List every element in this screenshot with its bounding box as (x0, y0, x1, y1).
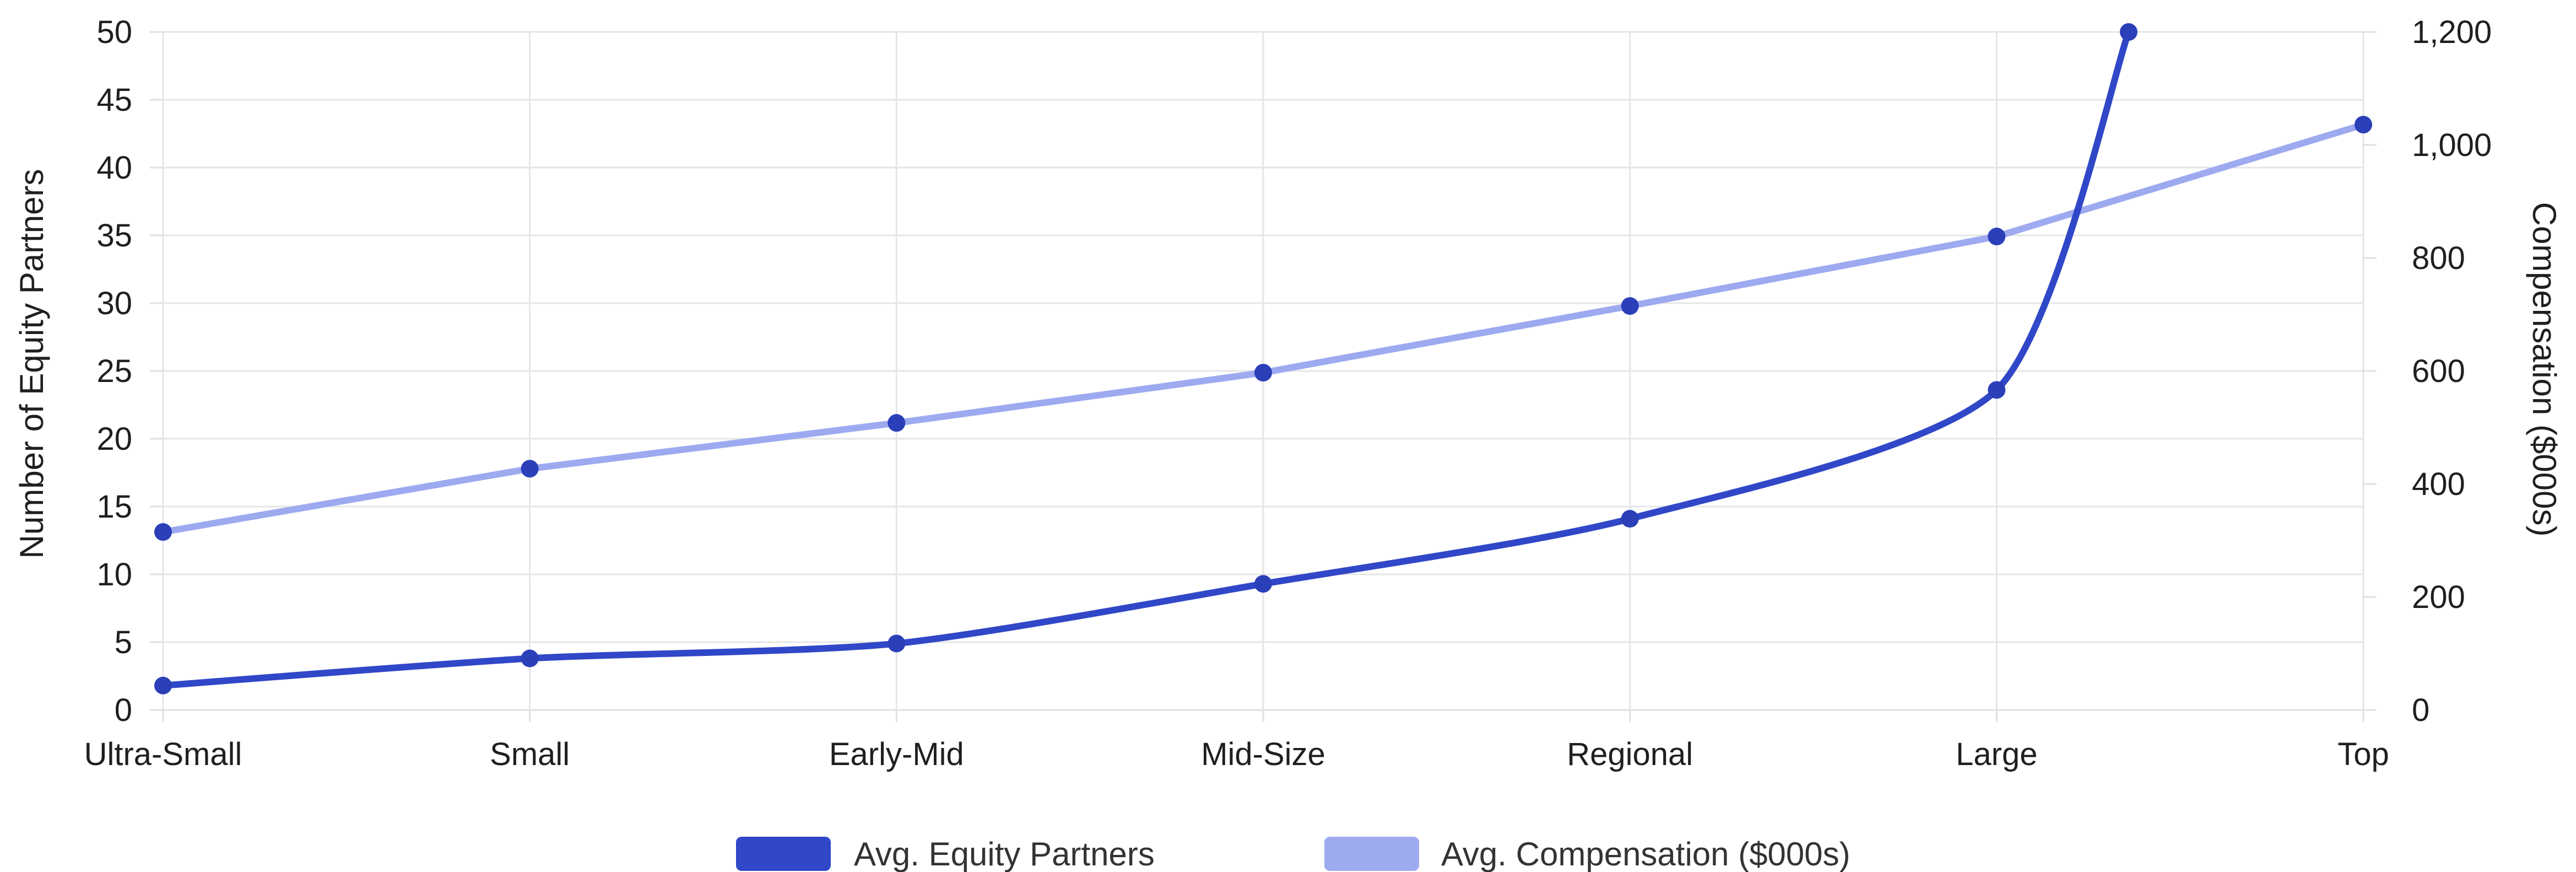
y-left-tick-label: 0 (115, 692, 132, 728)
point-compensation[interactable] (154, 523, 172, 541)
x-tick-label: Top (2337, 736, 2389, 772)
y-right-tick-label: 400 (2412, 466, 2465, 502)
point-compensation[interactable] (2355, 116, 2372, 134)
legend-label-equity-partners: Avg. Equity Partners (854, 836, 1155, 872)
x-tick-label: Regional (1567, 736, 1693, 772)
point-equity-partners[interactable] (1988, 381, 2006, 399)
series-compensation (154, 116, 2372, 541)
y-right-tick-label: 600 (2412, 353, 2465, 389)
y-left-tick-label: 15 (96, 489, 132, 525)
point-compensation[interactable] (1254, 364, 1272, 382)
x-tick-label: Mid-Size (1201, 736, 1325, 772)
point-equity-partners[interactable] (521, 649, 539, 668)
y-axis-left-title: Number of Equity Partners (13, 169, 50, 559)
y-left-tick-label: 30 (96, 286, 132, 321)
y-left-tick-label: 10 (96, 557, 132, 593)
series-equity-partners (154, 23, 2137, 695)
x-tick-label: Small (490, 736, 570, 772)
point-equity-partners[interactable] (887, 634, 906, 653)
y-left-tick-label: 35 (96, 218, 132, 254)
y-right-tick-label: 200 (2412, 579, 2465, 615)
y-axis-right-title: Compensation ($000s) (2526, 202, 2563, 536)
point-equity-partners[interactable] (2119, 23, 2137, 41)
y-right-tick-label: 800 (2412, 240, 2465, 276)
line-equity-partners (160, 29, 2132, 689)
legend-item-compensation[interactable]: Avg. Compensation ($000s) (1324, 836, 1850, 872)
x-tick-label: Early-Mid (829, 736, 964, 772)
x-axis: Ultra-Small Small Early-Mid Mid-Size Regiona… (84, 736, 2389, 772)
point-compensation[interactable] (1621, 297, 1639, 315)
y-right-tick-label: 1,200 (2412, 14, 2492, 50)
y-left-tick-label: 5 (115, 625, 132, 660)
legend-swatch-equity-partners (736, 837, 831, 871)
point-equity-partners[interactable] (1254, 575, 1272, 593)
y-left-tick-label: 20 (96, 421, 132, 457)
y-left-tick-label: 45 (96, 82, 132, 118)
x-tick-label: Ultra-Small (84, 736, 242, 772)
y-right-tick-label: 1,000 (2412, 127, 2492, 163)
legend-item-equity-partners[interactable]: Avg. Equity Partners (736, 836, 1155, 872)
point-compensation[interactable] (887, 414, 906, 432)
point-compensation[interactable] (521, 460, 539, 478)
point-compensation[interactable] (1988, 228, 2006, 246)
y-left-tick-label: 40 (96, 150, 132, 186)
legend: Avg. Equity Partners Avg. Compensation (… (736, 836, 1850, 872)
x-tick-label: Large (1956, 736, 2037, 772)
y-axis-left: 0 5 10 15 20 25 30 35 40 45 50 (96, 14, 163, 728)
y-left-tick-label: 25 (96, 353, 132, 389)
series (154, 23, 2372, 695)
point-equity-partners[interactable] (154, 676, 172, 695)
legend-label-compensation: Avg. Compensation ($000s) (1441, 836, 1850, 872)
legend-swatch-compensation (1324, 837, 1419, 871)
y-left-tick-label: 50 (96, 14, 132, 50)
y-axis-right: 0 200 400 600 800 1,000 1,200 (2363, 14, 2492, 728)
point-equity-partners[interactable] (1621, 510, 1639, 528)
y-right-tick-label: 0 (2412, 692, 2429, 728)
